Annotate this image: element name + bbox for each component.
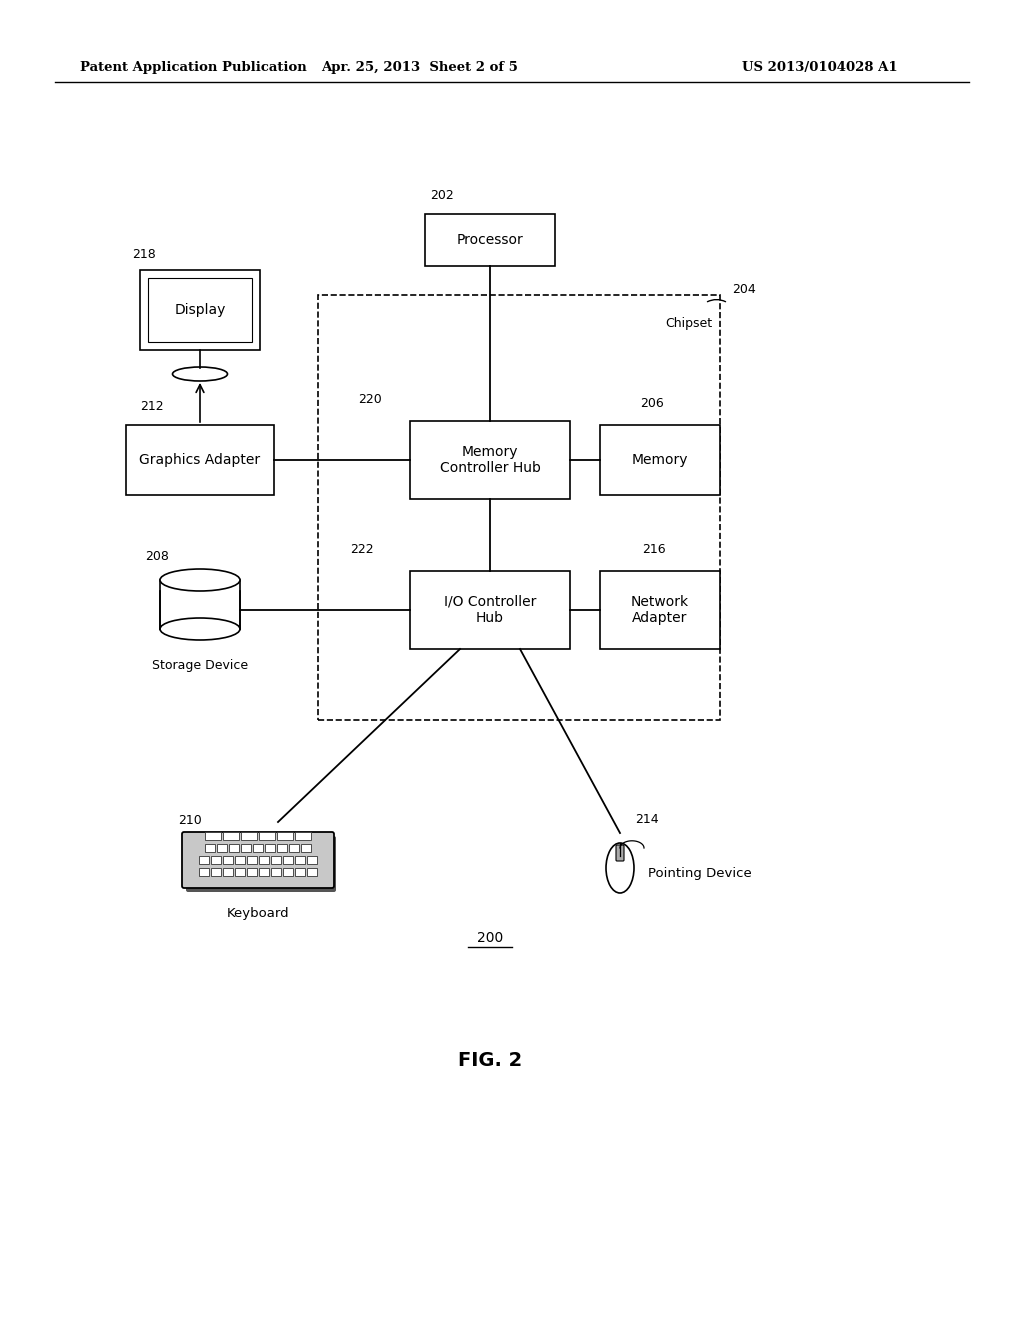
FancyBboxPatch shape	[259, 869, 269, 876]
Text: 200: 200	[477, 931, 503, 945]
FancyBboxPatch shape	[283, 869, 293, 876]
FancyBboxPatch shape	[295, 832, 311, 840]
FancyBboxPatch shape	[307, 855, 317, 865]
FancyBboxPatch shape	[278, 843, 287, 851]
Bar	[425, 214, 555, 267]
Bar	[318, 294, 720, 719]
FancyBboxPatch shape	[278, 832, 293, 840]
FancyBboxPatch shape	[199, 869, 209, 876]
Text: 222: 222	[350, 543, 374, 556]
FancyBboxPatch shape	[241, 843, 251, 851]
Text: 218: 218	[132, 248, 156, 261]
Text: FIG. 2: FIG. 2	[458, 1051, 522, 1069]
FancyBboxPatch shape	[271, 855, 281, 865]
Bar	[126, 425, 274, 495]
Bar	[410, 572, 570, 649]
Text: 212: 212	[140, 400, 164, 413]
FancyBboxPatch shape	[271, 869, 281, 876]
FancyBboxPatch shape	[301, 843, 311, 851]
FancyBboxPatch shape	[223, 832, 239, 840]
FancyBboxPatch shape	[265, 843, 275, 851]
Text: Memory
Controller Hub: Memory Controller Hub	[439, 445, 541, 475]
FancyBboxPatch shape	[283, 855, 293, 865]
FancyBboxPatch shape	[253, 843, 263, 851]
Text: 214: 214	[635, 813, 658, 826]
Text: US 2013/0104028 A1: US 2013/0104028 A1	[742, 62, 898, 74]
FancyBboxPatch shape	[295, 855, 305, 865]
Text: Storage Device: Storage Device	[152, 659, 248, 672]
Text: Chipset: Chipset	[665, 317, 712, 330]
Ellipse shape	[160, 618, 240, 640]
FancyBboxPatch shape	[217, 843, 227, 851]
Text: 202: 202	[430, 189, 454, 202]
FancyBboxPatch shape	[307, 869, 317, 876]
Text: Memory: Memory	[632, 453, 688, 467]
Text: Apr. 25, 2013  Sheet 2 of 5: Apr. 25, 2013 Sheet 2 of 5	[322, 62, 518, 74]
Text: Pointing Device: Pointing Device	[648, 866, 752, 879]
FancyBboxPatch shape	[205, 832, 221, 840]
Text: Keyboard: Keyboard	[226, 908, 290, 920]
FancyBboxPatch shape	[247, 855, 257, 865]
FancyBboxPatch shape	[247, 869, 257, 876]
Ellipse shape	[606, 843, 634, 894]
Ellipse shape	[172, 367, 227, 381]
Text: 210: 210	[178, 814, 202, 828]
FancyBboxPatch shape	[234, 855, 245, 865]
Text: Processor: Processor	[457, 234, 523, 247]
Ellipse shape	[160, 569, 240, 591]
Bar	[140, 271, 260, 350]
FancyBboxPatch shape	[289, 843, 299, 851]
Text: Display: Display	[174, 304, 225, 317]
Bar	[600, 572, 720, 649]
Bar	[161, 591, 239, 630]
FancyBboxPatch shape	[616, 845, 624, 861]
Text: 208: 208	[145, 550, 169, 564]
Text: 216: 216	[642, 543, 666, 556]
Text: Patent Application Publication: Patent Application Publication	[80, 62, 307, 74]
FancyBboxPatch shape	[229, 843, 239, 851]
Text: 206: 206	[640, 397, 664, 411]
Bar	[410, 421, 570, 499]
FancyBboxPatch shape	[186, 836, 336, 892]
FancyBboxPatch shape	[205, 843, 215, 851]
FancyBboxPatch shape	[182, 832, 334, 888]
Bar	[600, 425, 720, 495]
Text: I/O Controller
Hub: I/O Controller Hub	[443, 595, 537, 626]
Text: 204: 204	[732, 282, 756, 296]
Text: 220: 220	[358, 393, 382, 407]
Bar	[148, 279, 252, 342]
FancyBboxPatch shape	[223, 869, 233, 876]
Text: Graphics Adapter: Graphics Adapter	[139, 453, 260, 467]
FancyBboxPatch shape	[241, 832, 257, 840]
FancyBboxPatch shape	[211, 869, 221, 876]
FancyBboxPatch shape	[259, 855, 269, 865]
FancyBboxPatch shape	[223, 855, 233, 865]
Text: Network
Adapter: Network Adapter	[631, 595, 689, 626]
FancyBboxPatch shape	[199, 855, 209, 865]
FancyBboxPatch shape	[259, 832, 275, 840]
FancyBboxPatch shape	[295, 869, 305, 876]
FancyBboxPatch shape	[211, 855, 221, 865]
FancyBboxPatch shape	[234, 869, 245, 876]
